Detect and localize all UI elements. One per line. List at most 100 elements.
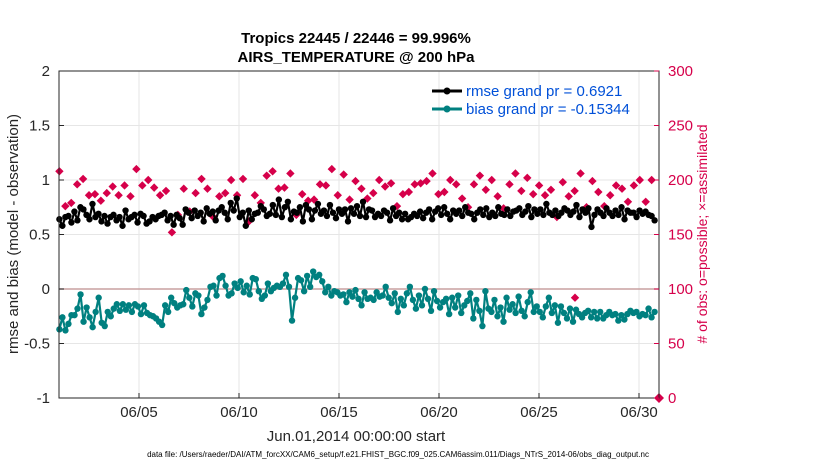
obs-series (55, 164, 664, 403)
obs-point (469, 180, 479, 189)
bias-point (116, 307, 124, 314)
rmse-point (437, 211, 445, 219)
rmse-point (200, 218, 207, 225)
rmse-point (443, 210, 451, 217)
bias-point (554, 319, 562, 326)
bias-point (648, 314, 655, 321)
rmse-point (516, 205, 523, 212)
rmse-point (483, 205, 490, 212)
y-tick-label: -0.5 (24, 336, 50, 353)
rmse-point (254, 209, 261, 216)
bias-point (548, 309, 556, 317)
bias-point (433, 297, 441, 305)
bias-point (255, 287, 263, 295)
bias-point (488, 308, 495, 316)
axis-ticks: 06/05 06/10 06/15 06/20 06/25 06/30 -1 -0.5 0 0.5… (24, 63, 693, 421)
rmse-point (576, 213, 583, 221)
bias-point (491, 296, 498, 304)
bias-point (195, 292, 202, 299)
obs-point (191, 188, 200, 198)
obs-point (357, 184, 366, 193)
bias-point (62, 327, 69, 334)
y-axis-label: rmse and bias (model - observation) (5, 114, 22, 354)
rmse-point (468, 210, 475, 217)
rmse-point (383, 209, 391, 216)
bias-point (349, 293, 356, 300)
rmse-point (311, 207, 319, 214)
x-axis-label: Jun.01,2014 00:00:00 start (267, 428, 446, 445)
rmse-point (233, 195, 240, 202)
rmse-point (218, 204, 225, 211)
rmse-point (161, 209, 168, 216)
obs-point (452, 180, 461, 189)
bias-point (590, 308, 598, 316)
rmse-point (89, 200, 96, 208)
rmse-point (281, 204, 289, 211)
bias-point (237, 278, 244, 285)
rmse-point (543, 200, 550, 208)
bias-point (113, 301, 121, 308)
rmse-point (119, 222, 126, 229)
bias-point (161, 302, 169, 309)
bias-point (322, 289, 329, 296)
bias-point (467, 290, 474, 297)
obs-point (351, 176, 360, 186)
chart-title: Tropics 22445 / 22446 = 99.996% (241, 30, 471, 47)
rmse-point (609, 212, 616, 220)
obs-point (61, 201, 70, 211)
bias-point (497, 304, 504, 311)
bias-point (306, 283, 314, 291)
bias-point (615, 317, 622, 324)
rmse-point (377, 212, 385, 220)
obs-point (641, 197, 650, 206)
y-tick-label: 1 (42, 172, 50, 189)
rmse-point (101, 212, 108, 220)
bias-point (65, 320, 72, 328)
rmse-point (368, 207, 376, 214)
bias-point (340, 291, 347, 298)
rmse-point (362, 213, 370, 221)
rmse-point (167, 212, 174, 220)
bias-point (545, 294, 553, 301)
obs-point (321, 181, 331, 190)
rmse-point (425, 206, 433, 213)
legend-bias-label: bias grand pr = -0.15344 (466, 101, 630, 118)
rmse-point (314, 200, 322, 208)
obs-point (280, 183, 289, 192)
bias-point (557, 303, 565, 310)
obs-point (457, 194, 467, 203)
bias-point (406, 283, 414, 291)
bias-point (418, 302, 426, 309)
obs-point (546, 185, 556, 195)
rmse-point (323, 212, 331, 220)
obs-point (558, 177, 568, 187)
rmse-point (275, 196, 283, 203)
rmse-point (504, 206, 511, 213)
bias-point (464, 297, 471, 305)
rmse-point (242, 222, 249, 229)
y-right-tick-label: 250 (668, 118, 693, 135)
rmse-point (80, 206, 87, 213)
rmse-point (239, 209, 246, 216)
obs-point (487, 175, 496, 185)
obs-point (594, 187, 603, 197)
obs-point (161, 186, 171, 196)
obs-point (102, 188, 111, 198)
bias-point (59, 314, 66, 321)
rmse-point (134, 219, 141, 226)
bias-point (642, 311, 649, 319)
obs-point (144, 175, 153, 185)
obs-point (635, 175, 644, 185)
bias-point (448, 294, 456, 301)
bias-point (612, 310, 619, 318)
obs-point (197, 174, 206, 184)
bias-point (189, 303, 196, 310)
rmse-point (95, 210, 102, 217)
bias-point (403, 290, 411, 297)
bias-point (560, 309, 568, 317)
bias-point (358, 302, 365, 309)
obs-point (179, 184, 188, 193)
rmse-point (65, 212, 72, 220)
bias-point (518, 307, 525, 314)
